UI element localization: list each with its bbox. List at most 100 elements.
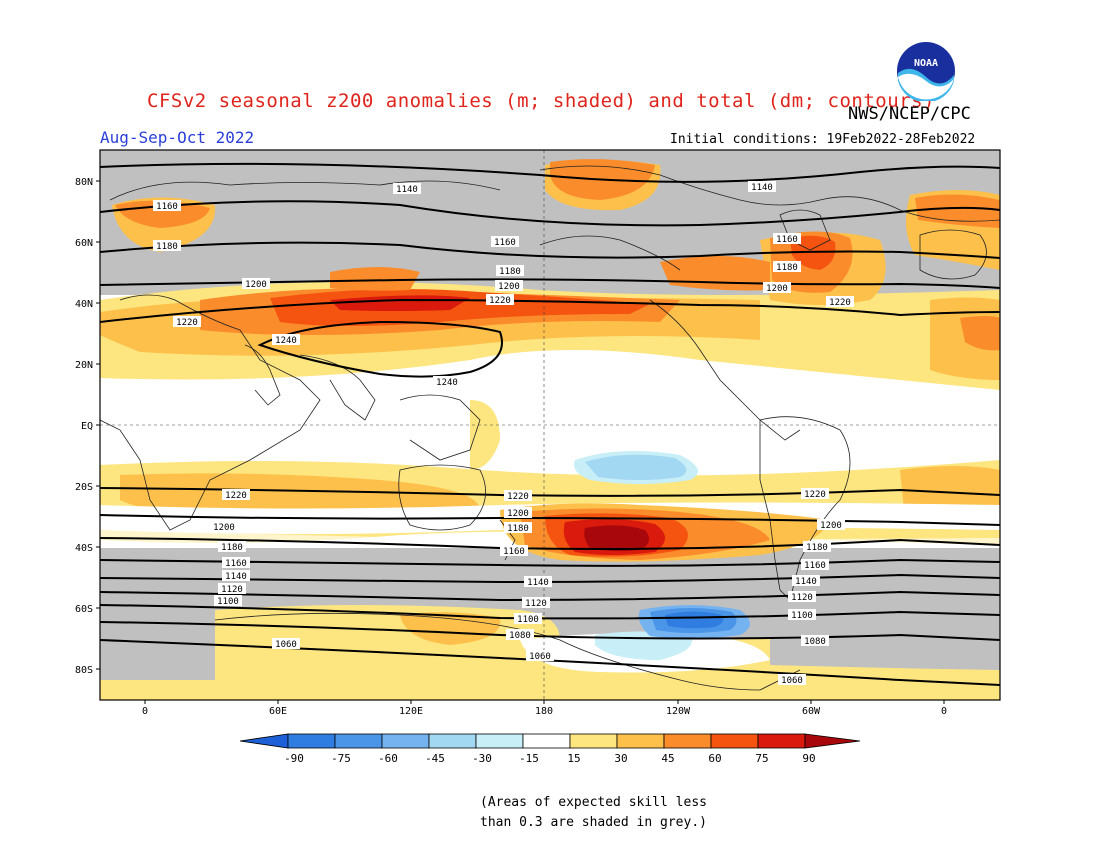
legend-box [381,733,430,749]
chart-title: CFSv2 seasonal z200 anomalies (m; shaded… [147,90,935,112]
contour-label: 1200 [504,507,532,519]
svg-text:1220: 1220 [176,318,198,328]
lon-label: 180 [535,706,553,717]
longitude-ticks [144,700,945,704]
svg-text:1080: 1080 [509,631,531,641]
contour-label: 1160 [500,545,528,557]
contour-label: 1080 [801,635,829,647]
contour-label: 1140 [222,570,250,582]
contour-label: 1220 [801,488,829,500]
contour-label: 1220 [504,490,532,502]
footnote-line: (Areas of expected skill less [480,795,707,810]
svg-text:1220: 1220 [489,296,511,306]
svg-text:1060: 1060 [275,640,297,650]
legend-label: 30 [614,752,627,765]
footnote-line: than 0.3 are shaded in grey.) [480,815,707,830]
legend-label: 75 [755,752,768,765]
contour-label: 1200 [495,280,523,292]
svg-text:1180: 1180 [499,267,521,277]
svg-text:1140: 1140 [396,185,418,195]
contour-label: 1120 [522,597,550,609]
svg-text:1180: 1180 [806,543,828,553]
lat-label: 60S [75,604,93,615]
svg-text:1220: 1220 [804,490,826,500]
svg-text:1120: 1120 [525,599,547,609]
svg-text:1240: 1240 [275,336,297,346]
lon-label: 0 [142,706,148,717]
lat-label: 20N [75,360,93,371]
lat-label: 20S [75,482,93,493]
svg-text:1160: 1160 [776,235,798,245]
contour-label: 1240 [272,334,300,346]
contour-label: 1220 [486,294,514,306]
legend-box [663,733,712,749]
svg-text:1120: 1120 [221,585,243,595]
svg-text:1200: 1200 [213,523,235,533]
legend-box [616,733,665,749]
legend-label: -60 [378,752,398,765]
contour-label: 1120 [788,591,816,603]
contour-label: 1220 [222,489,250,501]
contour-label: 1180 [504,522,532,534]
svg-text:1180: 1180 [221,543,243,553]
lat-label: EQ [81,421,93,432]
legend-box [334,733,383,749]
svg-text:1220: 1220 [829,298,851,308]
reference-lines [100,150,1000,700]
svg-text:1140: 1140 [751,183,773,193]
legend-label: -90 [284,752,304,765]
contour-label: 1140 [748,181,776,193]
legend-arrow-right [804,733,861,749]
lon-label: 0 [941,706,947,717]
svg-text:1120: 1120 [791,593,813,603]
contour-label: 1180 [773,261,801,273]
svg-text:1200: 1200 [766,284,788,294]
svg-text:1200: 1200 [245,280,267,290]
season-label: Aug-Sep-Oct 2022 [100,128,255,147]
svg-text:1240: 1240 [436,378,458,388]
contour-label: 1180 [803,541,831,553]
legend-arrow-left [239,733,289,749]
svg-text:1160: 1160 [156,202,178,212]
contour-label: 1120 [218,583,246,595]
contour-label: 1200 [763,282,791,294]
lon-label: 60W [802,706,821,717]
height-contours [100,162,1000,686]
legend-box [428,733,477,749]
legend-label: 60 [708,752,721,765]
contour-label: 1140 [524,576,552,588]
legend-box [522,733,571,749]
svg-text:1160: 1160 [225,559,247,569]
agency-label: NWS/NCEP/CPC [848,104,971,124]
lon-label: 120W [666,706,691,717]
lon-label: 60E [269,706,287,717]
svg-text:1180: 1180 [507,524,529,534]
svg-text:1080: 1080 [804,637,826,647]
legend-label: 45 [661,752,674,765]
legend-box [569,733,618,749]
lat-label: 80N [75,177,93,188]
contour-labels: 1140 1140 1160 1160 1160 1180 1180 1180 … [153,181,854,686]
svg-text:1200: 1200 [498,282,520,292]
initial-conditions-label: Initial conditions: 19Feb2022-28Feb2022 [670,132,976,147]
contour-label: 1140 [393,183,421,195]
contour-label: 1140 [792,575,820,587]
contour-label: 1100 [214,595,242,607]
contour-label: 1100 [514,613,542,625]
contour-label: 1160 [491,236,519,248]
contour-label: 1180 [496,265,524,277]
legend-label: -45 [425,752,445,765]
svg-text:1200: 1200 [820,521,842,531]
svg-text:1140: 1140 [527,578,549,588]
coastlines [100,165,1000,691]
latitude-labels: 80N 60N 40N 20N EQ 20S 40S 60S 80S [75,177,93,676]
legend-box [757,733,806,749]
contour-label: 1160 [801,559,829,571]
svg-text:1160: 1160 [494,238,516,248]
contour-label: 1160 [153,200,181,212]
legend-label: -30 [472,752,492,765]
svg-text:1060: 1060 [529,652,551,662]
svg-text:1180: 1180 [776,263,798,273]
svg-text:1220: 1220 [225,491,247,501]
svg-text:1140: 1140 [795,577,817,587]
